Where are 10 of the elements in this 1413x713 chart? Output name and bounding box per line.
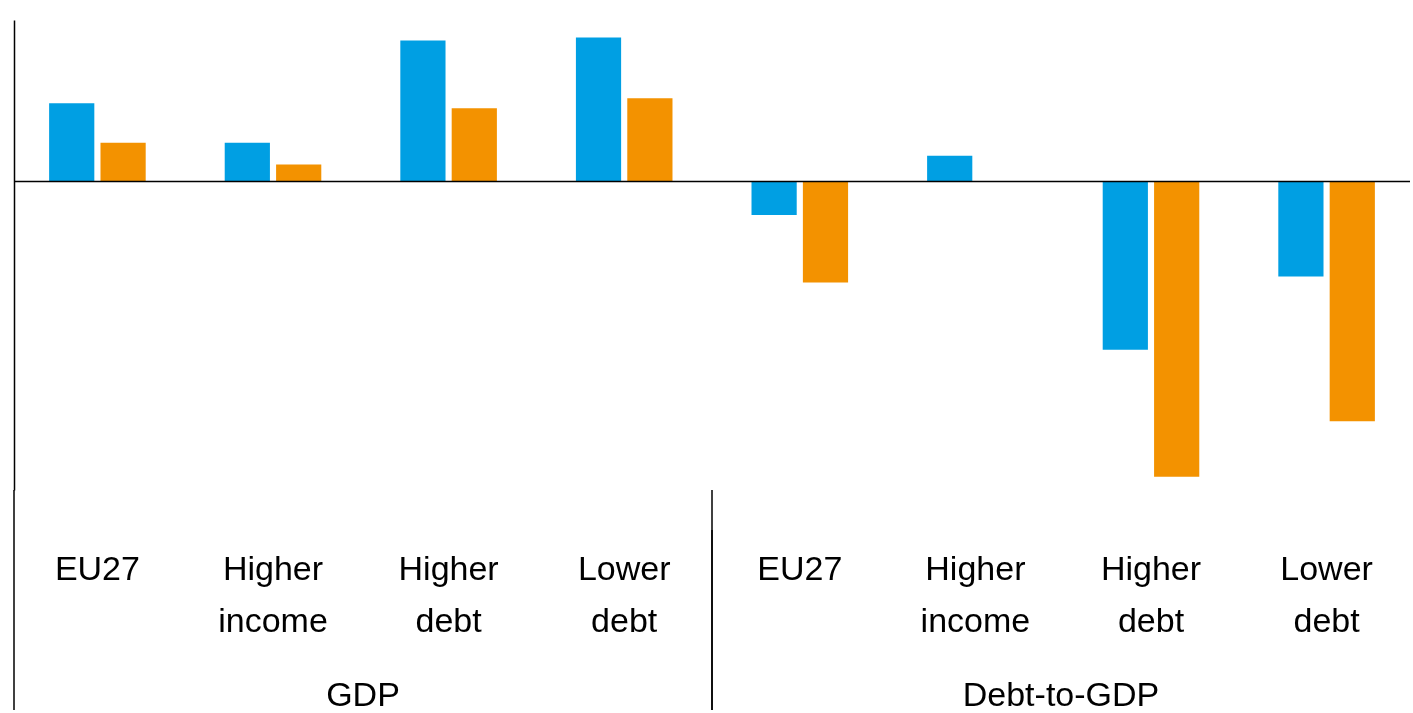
x-tick-label: EU27	[54, 548, 140, 587]
x-tick-label: Lower debt	[577, 548, 671, 639]
x-tick-label: EU27	[757, 548, 843, 587]
x-tick-label: Higher debt	[1100, 548, 1202, 639]
text: Debt-to-GDP	[962, 675, 1160, 713]
x-tick-label: Higher income	[920, 548, 1031, 639]
text: GDP	[326, 675, 400, 713]
x-tick-label: Higher debt	[398, 548, 499, 639]
x-tick-label: Higher income	[218, 548, 328, 639]
x-tick-label: Lower debt	[1280, 548, 1373, 639]
